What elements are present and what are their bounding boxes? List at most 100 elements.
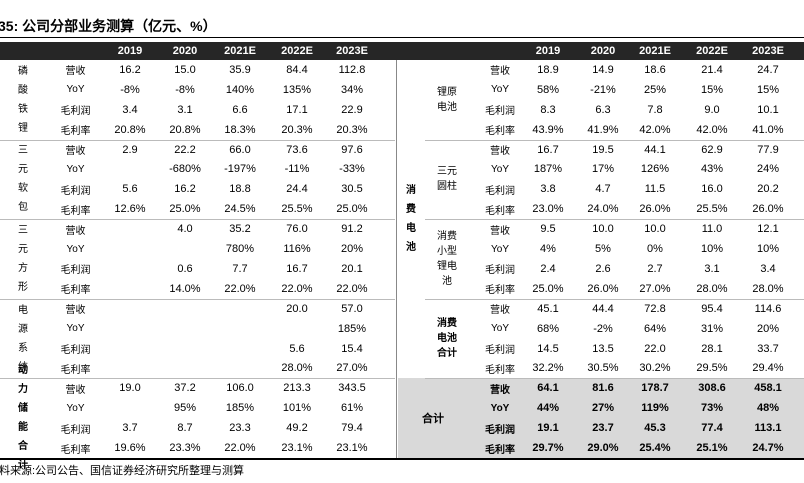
cell-value: 7.8	[647, 103, 663, 116]
cell-value: 20%	[756, 322, 780, 335]
cell-value: 30.5%	[587, 362, 619, 375]
group-divider	[425, 298, 804, 300]
column-header: 2019	[117, 45, 143, 57]
cell-value: 24.4	[286, 183, 308, 196]
cell-value: 20.0	[286, 302, 308, 315]
cell-value: 25.0%	[336, 203, 368, 216]
cell-value: 25%	[643, 83, 667, 96]
section-label: 消费电池	[406, 185, 416, 254]
cell-value: 64.1	[537, 382, 559, 395]
cell-value: 116%	[283, 243, 311, 256]
cell-value: 114.6	[754, 302, 782, 315]
cell-value: 16.7	[537, 143, 559, 156]
cell-value: 76.0	[286, 223, 308, 236]
cell-value: 185%	[337, 322, 367, 335]
row-metric: 营收	[65, 384, 86, 396]
cell-value: 23.0%	[532, 203, 564, 216]
row-metric: 毛利润	[60, 265, 91, 277]
cell-value: 14.5	[537, 342, 559, 355]
cell-value: 22.2	[174, 143, 196, 156]
cell-value: -680%	[169, 163, 201, 176]
group-label: 电源系统	[18, 304, 28, 373]
group-label: 锂原电池	[437, 86, 457, 113]
cell-value: 27.0%	[639, 282, 671, 295]
group-label: 磷酸铁锂	[18, 65, 28, 134]
cell-value: 11.0	[701, 223, 723, 236]
cell-value: 91.2	[341, 223, 363, 236]
cell-value: 95.4	[701, 302, 723, 315]
cell-value: 84.4	[286, 63, 308, 76]
cell-value: 6.3	[595, 103, 611, 116]
cell-value: 27%	[591, 402, 615, 415]
group-divider	[0, 139, 395, 141]
cell-value: 37.2	[174, 382, 196, 395]
cell-value: 17.1	[286, 103, 308, 116]
cell-value: 25.1%	[696, 442, 728, 455]
cell-value: 77.9	[757, 143, 779, 156]
row-metric: 毛利率	[485, 205, 515, 217]
cell-value: 780%	[225, 243, 255, 256]
cell-value: 35.9	[229, 63, 251, 76]
row-metric: 毛利率	[60, 126, 91, 138]
cell-value: 119%	[641, 402, 669, 415]
group-divider	[425, 139, 804, 141]
cell-value: 26.0%	[639, 203, 671, 216]
cell-value: 2.6	[595, 262, 611, 275]
cell-value: 458.1	[754, 382, 782, 395]
cell-value: 28.0%	[696, 282, 728, 295]
cell-value: 30.2%	[639, 362, 671, 375]
cell-value: 35.2	[229, 223, 251, 236]
group-label: 三元方形	[18, 224, 28, 293]
column-header: 2019	[535, 45, 561, 57]
cell-value: 25.0%	[169, 203, 201, 216]
cell-value: 135%	[282, 83, 312, 96]
cell-value: 29.5%	[696, 362, 728, 375]
row-metric: 毛利率	[485, 285, 515, 297]
row-metric: 毛利润	[60, 106, 91, 118]
cell-value: 26.0%	[587, 282, 619, 295]
cell-value: 24.7	[757, 63, 779, 76]
row-metric: 毛利润	[60, 345, 91, 357]
top-rule	[0, 37, 804, 38]
cell-value: 0%	[647, 243, 663, 256]
source-note: 资料来源:公司公告、国信证券经济研究所整理与测算	[0, 465, 245, 477]
row-metric: 毛利润	[60, 424, 91, 436]
column-header: 2021E	[639, 45, 671, 57]
cell-value: 3.4	[760, 262, 776, 275]
cell-value: 25.5%	[696, 203, 728, 216]
column-header: 2022E	[696, 45, 728, 57]
cell-value: 95%	[173, 402, 197, 415]
cell-value: 57.0	[341, 302, 363, 315]
cell-value: 28.0%	[752, 282, 784, 295]
cell-value: 21.4	[701, 63, 723, 76]
cell-value: 31%	[700, 322, 724, 335]
column-header: 2020	[590, 45, 616, 57]
cell-value: 22.9	[341, 103, 363, 116]
group-divider	[0, 298, 395, 300]
cell-value: 4%	[540, 243, 556, 256]
cell-value: 20.2	[757, 183, 779, 196]
cell-value: 3.1	[177, 103, 193, 116]
cell-value: 23.1%	[281, 442, 313, 455]
cell-value: 73.6	[286, 143, 308, 156]
cell-value: 66.0	[229, 143, 251, 156]
row-metric: 营收	[65, 305, 86, 317]
cell-value: 308.6	[698, 382, 726, 395]
row-metric: 毛利润	[60, 185, 91, 197]
row-metric: 毛利润	[485, 265, 515, 277]
cell-value: 43%	[700, 163, 724, 176]
row-metric: YoY	[491, 243, 509, 255]
cell-value: 33.7	[757, 342, 779, 355]
cell-value: 15%	[700, 83, 724, 96]
cell-value: 20.3%	[336, 123, 368, 136]
cell-value: 41.0%	[752, 123, 784, 136]
cell-value: 3.7	[122, 422, 138, 435]
row-metric: 毛利润	[485, 424, 515, 436]
cell-value: 19.6%	[114, 442, 146, 455]
cell-value: 185%	[225, 402, 255, 415]
cell-value: 187%	[533, 163, 563, 176]
cell-value: 44.4	[592, 302, 614, 315]
row-metric: YoY	[491, 84, 509, 96]
cell-value: 23.7	[592, 422, 614, 435]
